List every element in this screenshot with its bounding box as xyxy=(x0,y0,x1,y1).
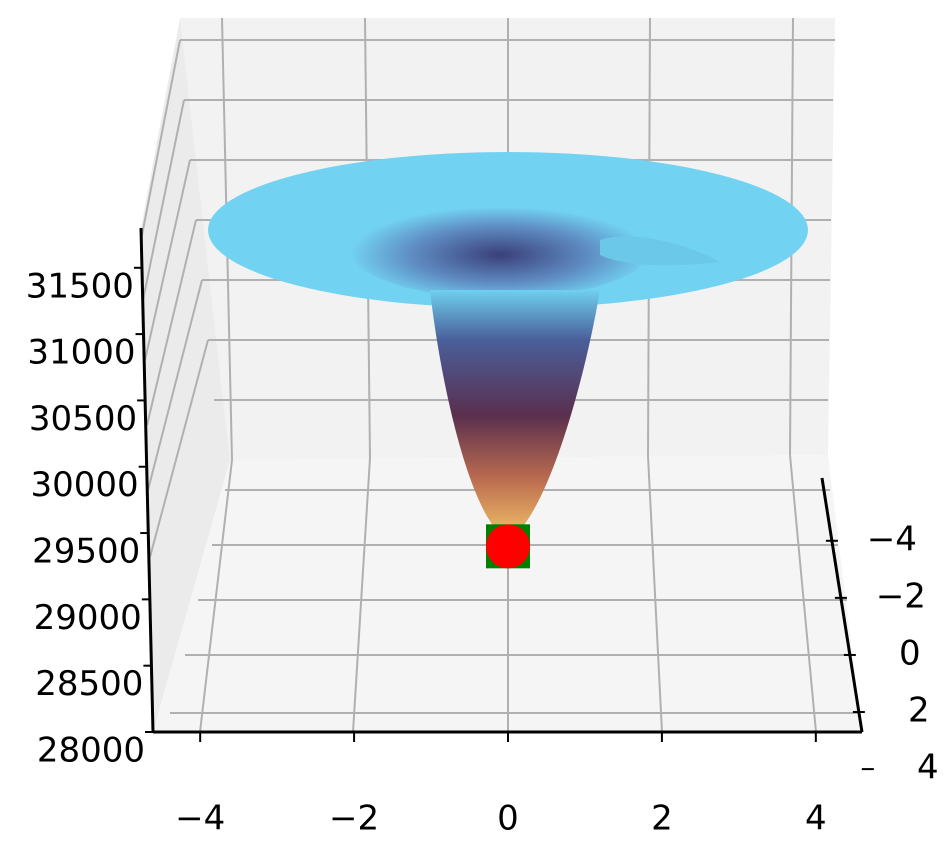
point xyxy=(486,524,530,569)
y-tick-label: −2 xyxy=(876,576,926,616)
dynamic: −4 −2 0 2 4 28000 28500 29000 29500 30000 30500 310… xyxy=(26,266,939,838)
x-tick-label: −2 xyxy=(329,799,379,839)
y-tick-label: 2 xyxy=(908,691,930,731)
z-tick-label: 30500 xyxy=(29,399,137,439)
z-tick-label: 28000 xyxy=(37,731,145,771)
x-tick-label: −4 xyxy=(175,799,225,839)
z-tick-label: 31000 xyxy=(27,333,135,373)
y-tick-label: 4 xyxy=(917,748,939,788)
y-tick-label: −4 xyxy=(867,519,917,559)
z-tick-label: 29500 xyxy=(32,532,140,572)
x-tick-label: 0 xyxy=(497,799,519,839)
surface xyxy=(208,152,808,540)
x-tick-label: 4 xyxy=(805,799,827,839)
z-tick-label: 29000 xyxy=(34,598,142,638)
x-tick-label: 2 xyxy=(651,799,673,839)
z-tick-label: 28500 xyxy=(35,664,143,704)
y-tick-label: 0 xyxy=(899,633,921,673)
z-tick-label: 30000 xyxy=(31,465,139,505)
z-tick-label: 31500 xyxy=(26,266,134,306)
